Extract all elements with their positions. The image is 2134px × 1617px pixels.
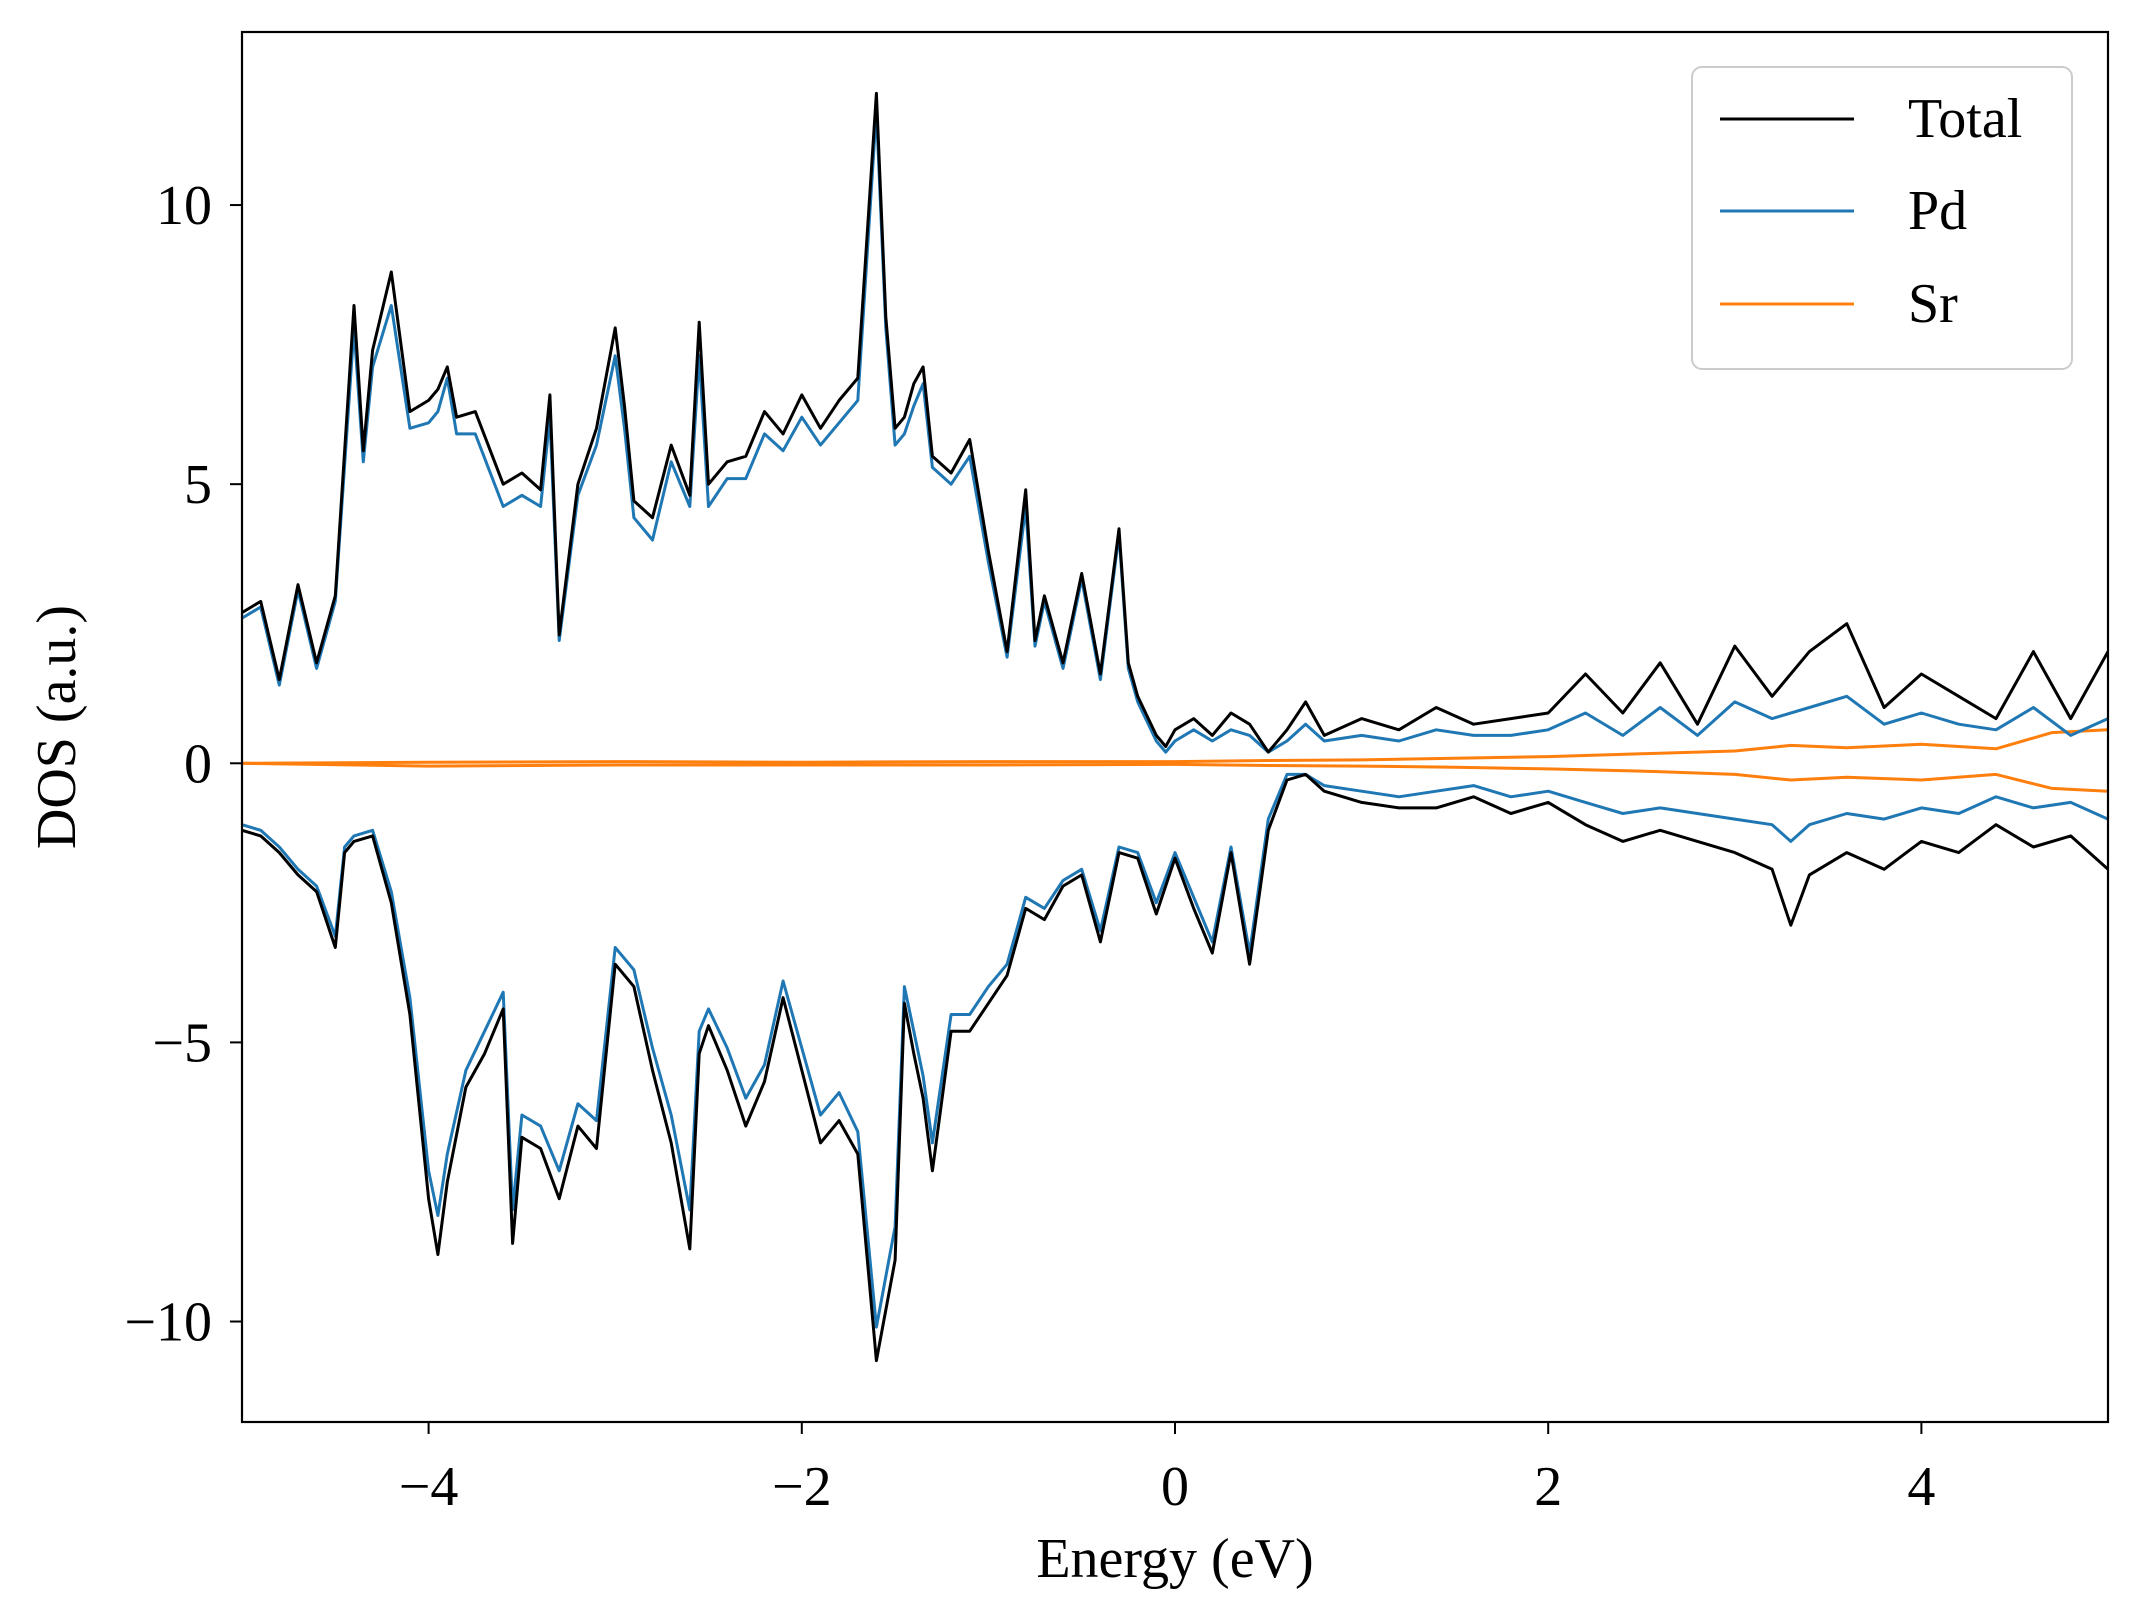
x-tick-label: 0 (1161, 1456, 1189, 1518)
legend-label-sr: Sr (1908, 273, 1958, 335)
series-line-sr-spin-down (242, 761, 2108, 793)
series-line-total-spin-up (242, 91, 2108, 754)
y-tick-label: 10 (156, 175, 212, 237)
x-tick-label: −4 (399, 1456, 459, 1518)
series-line-total-spin-down (242, 772, 2108, 1363)
legend-label-pd: Pd (1908, 180, 1967, 242)
x-axis-label: Energy (eV) (1036, 1528, 1313, 1590)
y-tick-label: 5 (184, 454, 212, 516)
x-tick-label: 2 (1534, 1456, 1562, 1518)
y-axis-label: DOS (a.u.) (26, 605, 88, 849)
y-tick-label: −10 (124, 1292, 212, 1354)
x-tick-label: −2 (772, 1456, 832, 1518)
y-axis-ticks: −10 −5 0 5 10 (124, 175, 242, 1354)
x-tick-label: 4 (1907, 1456, 1935, 1518)
x-axis-ticks: −4 −2 0 2 4 (399, 1422, 1935, 1518)
series-line-pd-spin-up (242, 108, 2108, 754)
y-tick-label: −5 (152, 1012, 212, 1074)
legend: Total Pd Sr (1691, 66, 2073, 370)
series-line-pd-spin-down (242, 772, 2108, 1329)
series-layer (242, 91, 2108, 1363)
series-line-sr-spin-up (242, 728, 2108, 765)
legend-label-total: Total (1908, 88, 2022, 150)
legend-box (1691, 66, 2073, 370)
y-tick-label: 0 (184, 733, 212, 795)
